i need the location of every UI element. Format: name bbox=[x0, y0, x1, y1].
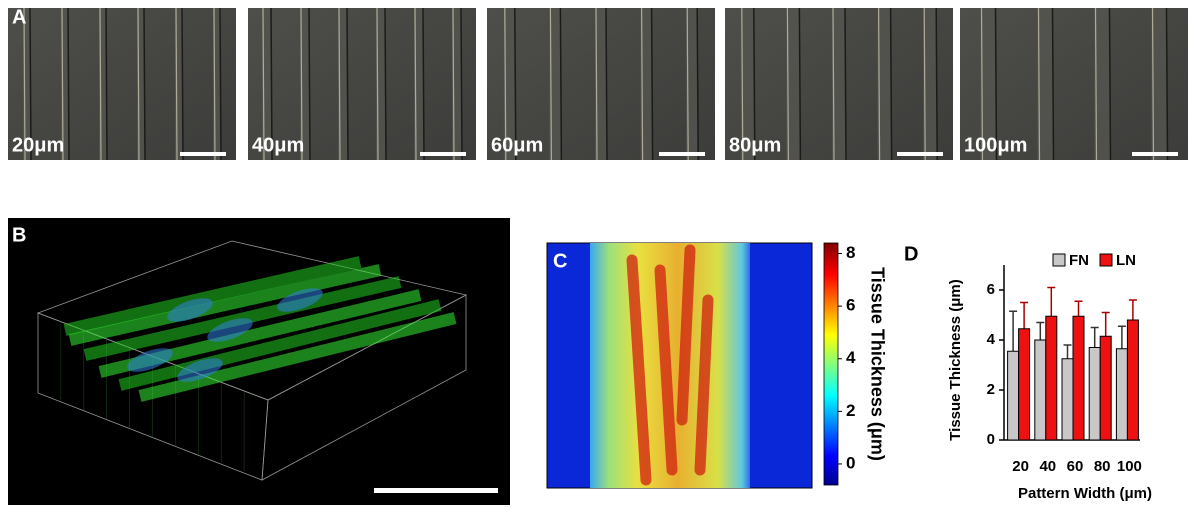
colorbar-tick-label: 8 bbox=[846, 243, 855, 262]
image-label: 20μm bbox=[12, 134, 64, 156]
colorbar-tick-label: 6 bbox=[846, 296, 855, 315]
scale-bar bbox=[180, 152, 226, 156]
cell-edge bbox=[936, 8, 937, 160]
cell-edge bbox=[68, 8, 69, 160]
y-tick-label: 0 bbox=[987, 431, 995, 448]
y-tick-label: 4 bbox=[987, 331, 996, 348]
cell-edge bbox=[606, 8, 607, 160]
cell-edge bbox=[106, 8, 107, 160]
cell-edge bbox=[1110, 8, 1111, 160]
cell-edge bbox=[652, 8, 653, 160]
image-label: 80μm bbox=[729, 134, 781, 156]
bar bbox=[1062, 359, 1073, 440]
legend-label: FN bbox=[1069, 252, 1089, 269]
colorbar-tick-label: 0 bbox=[846, 453, 855, 472]
cell-edge bbox=[697, 8, 698, 160]
scale-bar bbox=[659, 152, 705, 156]
cell-edge bbox=[347, 8, 348, 160]
image-label: 100μm bbox=[964, 134, 1027, 156]
cell-edge bbox=[560, 8, 561, 160]
x-tick-label: 100 bbox=[1117, 458, 1142, 475]
bar bbox=[1116, 349, 1127, 440]
x-tick-label: 60 bbox=[1067, 458, 1084, 475]
cell-edge bbox=[385, 8, 386, 160]
y-tick-label: 2 bbox=[987, 381, 995, 398]
cell-edge bbox=[1167, 8, 1168, 160]
colorbar bbox=[824, 243, 838, 485]
bar bbox=[1089, 348, 1100, 441]
panel-label: A bbox=[12, 6, 26, 28]
y-tick-label: 6 bbox=[987, 281, 995, 298]
panel-label: C bbox=[553, 250, 567, 272]
scale-bar bbox=[374, 488, 498, 493]
cell-edge bbox=[144, 8, 145, 160]
colorbar-title: Tissue Thickness (μm) bbox=[867, 267, 887, 461]
x-tick-label: 80 bbox=[1094, 458, 1111, 475]
legend-swatch bbox=[1053, 254, 1065, 266]
cell-edge bbox=[461, 8, 462, 160]
cell-edge bbox=[799, 8, 800, 160]
bar bbox=[1035, 340, 1046, 440]
scale-bar bbox=[897, 152, 943, 156]
scale-bar bbox=[1132, 152, 1178, 156]
cell-edge bbox=[423, 8, 424, 160]
panel-label: D bbox=[904, 243, 918, 265]
figure: 20μm 40μm 60μm 80μm 100μm A B C 0 2 4 6 8 Tissue Thic… bbox=[0, 0, 1191, 508]
x-axis-title: Pattern Width (μm) bbox=[1018, 485, 1152, 502]
panel-label: B bbox=[12, 224, 26, 246]
x-tick-label: 20 bbox=[1012, 458, 1029, 475]
bar bbox=[1019, 329, 1030, 440]
bar bbox=[1127, 320, 1138, 440]
colorbar-tick-label: 2 bbox=[846, 401, 855, 420]
bar bbox=[1100, 336, 1111, 440]
legend-swatch bbox=[1100, 254, 1112, 266]
colorbar-tick-label: 4 bbox=[846, 348, 856, 367]
cell-edge bbox=[845, 8, 846, 160]
cell-edge bbox=[1053, 8, 1054, 160]
y-axis-title: Tissue Thickness (μm) bbox=[947, 279, 964, 440]
cell-edge bbox=[891, 8, 892, 160]
cell-edge bbox=[182, 8, 183, 160]
image-label: 60μm bbox=[491, 134, 543, 156]
image-label: 40μm bbox=[252, 134, 304, 156]
bar bbox=[1008, 351, 1019, 440]
bar bbox=[1046, 316, 1057, 440]
legend-label: LN bbox=[1116, 252, 1136, 269]
cell-edge bbox=[309, 8, 310, 160]
scale-bar bbox=[420, 152, 466, 156]
x-tick-label: 40 bbox=[1039, 458, 1056, 475]
bar bbox=[1073, 316, 1084, 440]
cell-edge bbox=[220, 8, 221, 160]
